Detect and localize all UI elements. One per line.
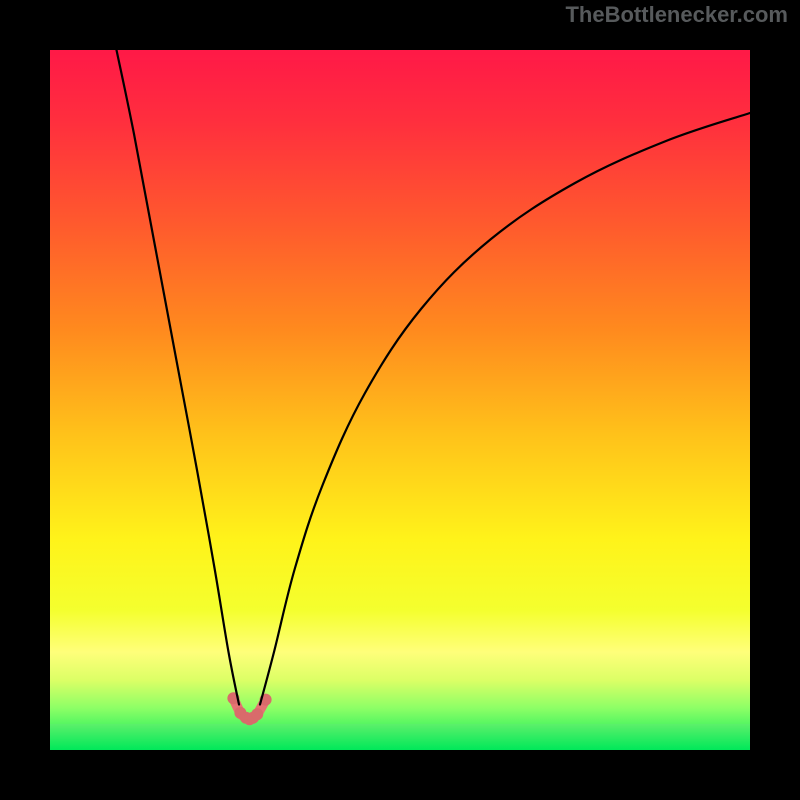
watermark-text: TheBottlenecker.com	[565, 2, 788, 28]
curve-left-branch	[117, 50, 240, 705]
plot-area	[50, 50, 750, 750]
trough-dot	[251, 708, 263, 720]
curve-layer	[50, 50, 750, 750]
stage: TheBottlenecker.com	[0, 0, 800, 800]
curve-right-branch	[260, 113, 750, 705]
